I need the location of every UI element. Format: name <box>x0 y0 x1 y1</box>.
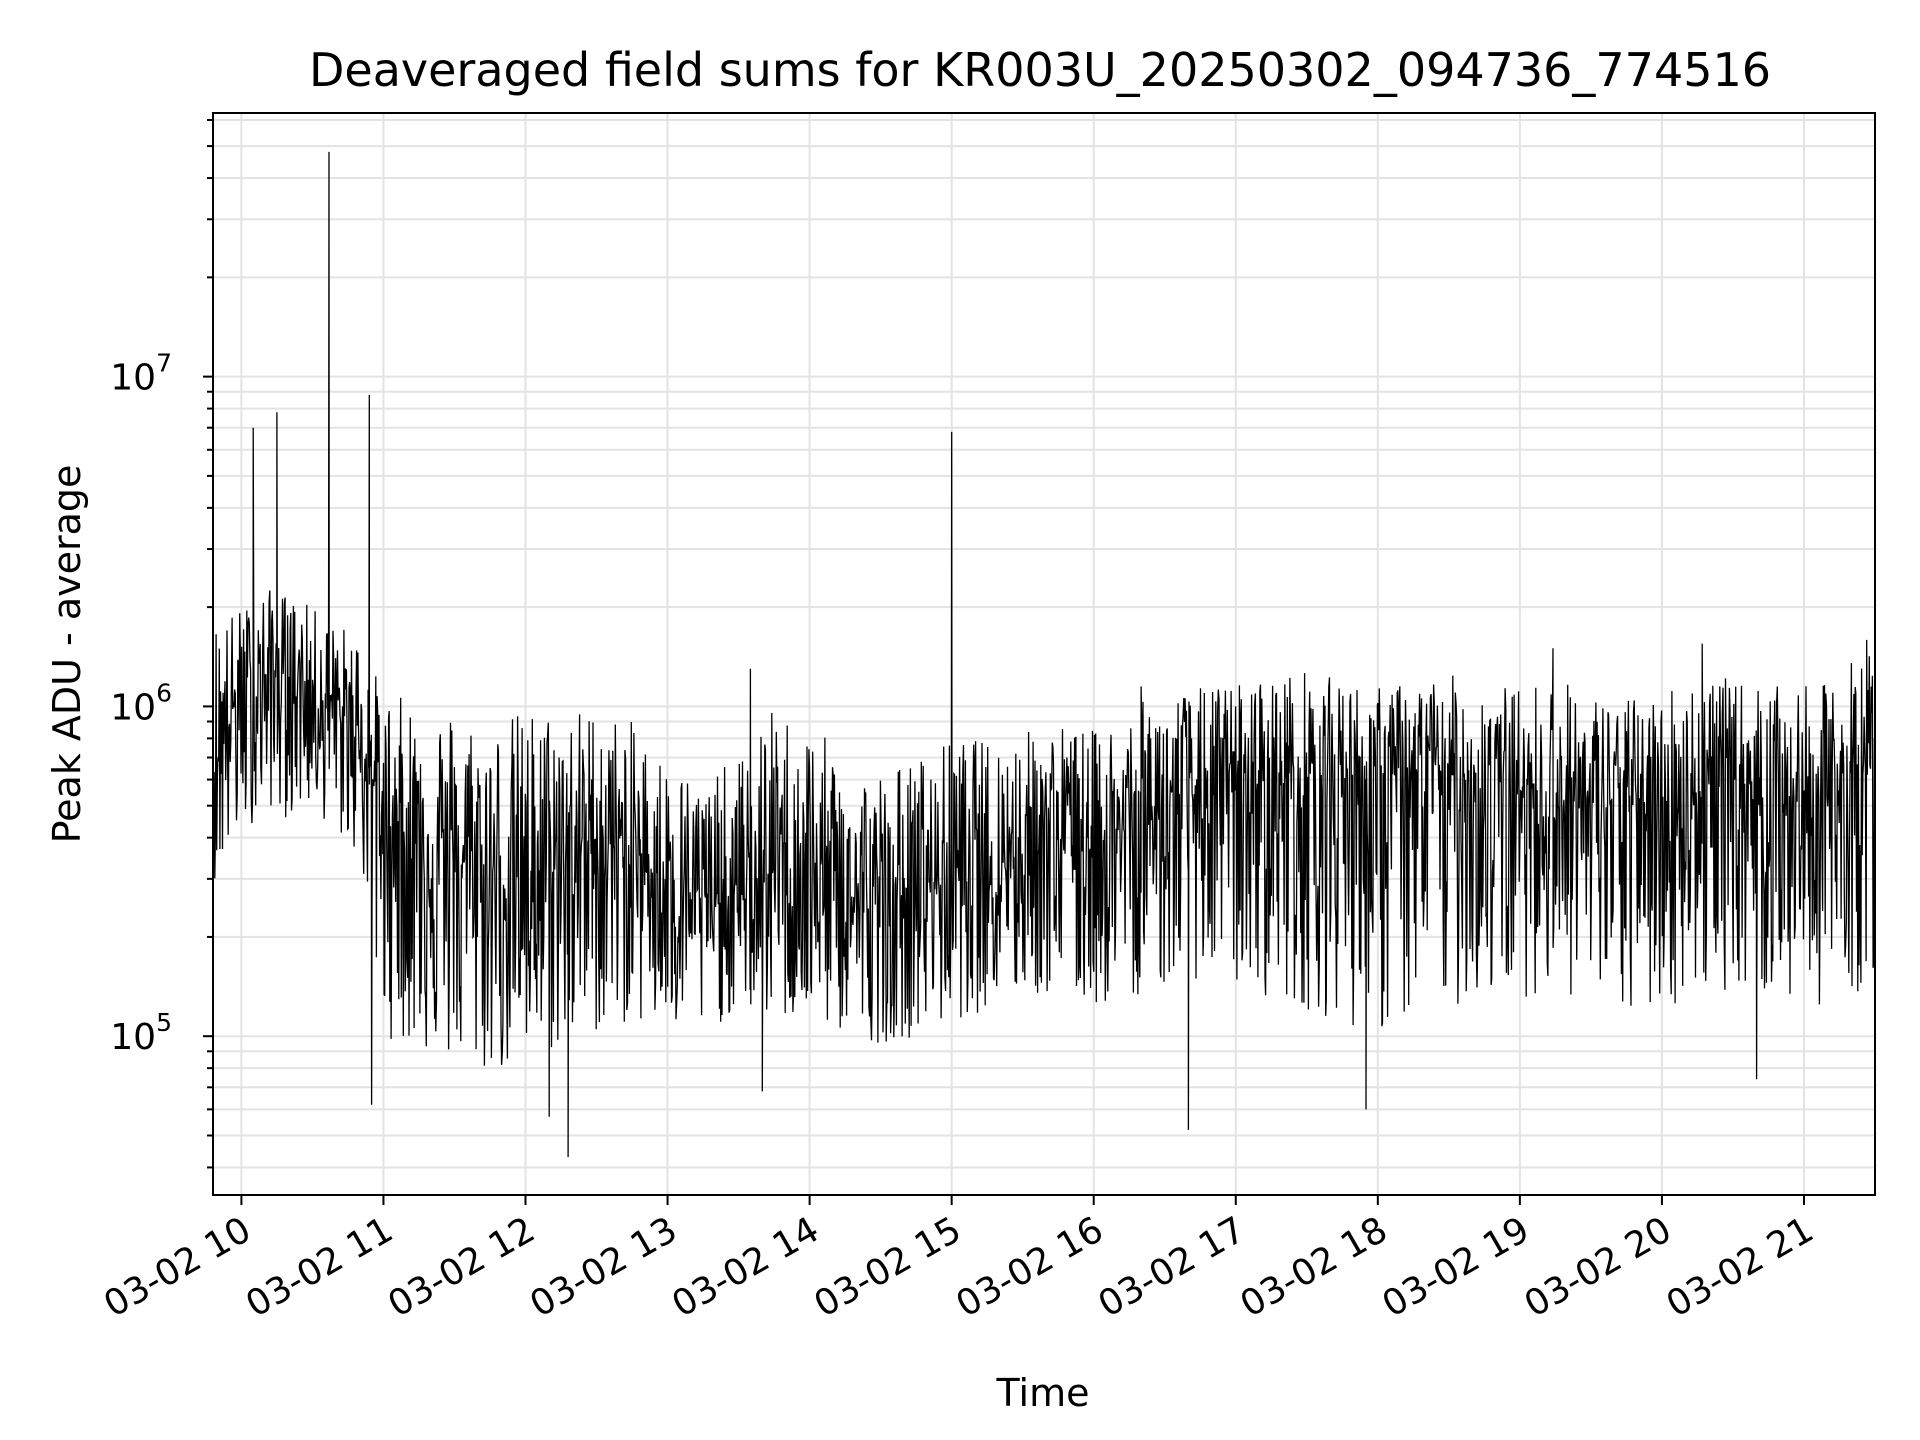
plot-area <box>213 151 1876 1158</box>
axes-frame <box>212 112 1876 1196</box>
y-axis-label: Peak ADU - average <box>45 465 89 844</box>
x-axis-label: Time <box>996 1371 1090 1415</box>
y-tick-exponent: 6 <box>156 678 172 707</box>
y-tick-base: 10 <box>110 687 156 728</box>
chart-title: Deaveraged field sums for KR003U_2025030… <box>309 43 1771 97</box>
series-line <box>213 151 1876 1158</box>
y-tick-base: 10 <box>110 358 156 399</box>
y-tick-label: 107 <box>110 349 172 399</box>
y-tick-base: 10 <box>110 1017 156 1058</box>
y-tick-label: 106 <box>110 678 172 728</box>
y-tick-exponent: 5 <box>156 1008 172 1037</box>
y-tick-exponent: 7 <box>156 349 172 378</box>
y-tick-label: 105 <box>110 1008 172 1058</box>
